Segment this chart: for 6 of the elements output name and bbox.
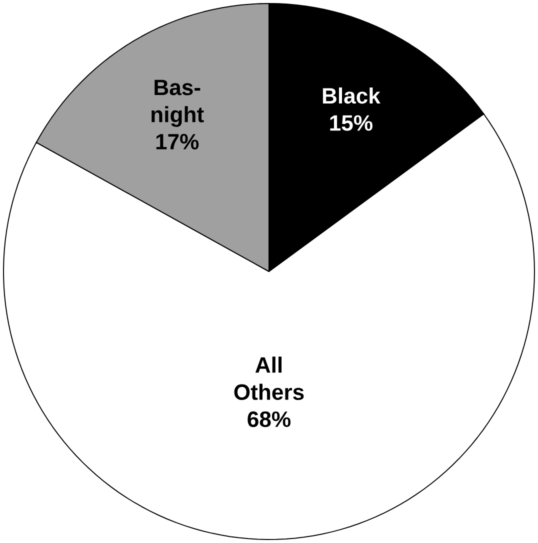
data-label: 15%: [330, 115, 372, 131]
slice-label: Black: [322, 87, 380, 104]
data-label: 17%: [156, 134, 199, 150]
data-label: 68%: [248, 411, 291, 428]
slice-label: Bas-night: [152, 80, 204, 127]
slice-label: All Others: [234, 356, 304, 400]
